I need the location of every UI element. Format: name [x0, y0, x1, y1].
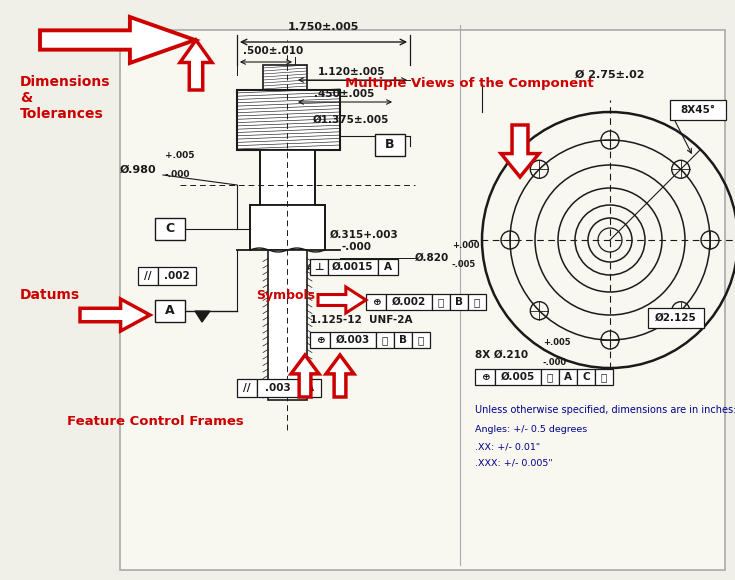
Text: Ø.002: Ø.002 [392, 297, 426, 307]
Text: ⊥: ⊥ [315, 262, 323, 272]
Bar [260, 150, 315, 205]
Text: ⊕: ⊕ [372, 297, 381, 307]
Bar [559, 369, 577, 385]
Bar [257, 379, 299, 397]
Text: 8X45°: 8X45° [681, 105, 715, 115]
Bar [120, 30, 725, 570]
Bar [237, 379, 257, 397]
Bar [541, 369, 559, 385]
Bar [378, 259, 398, 275]
Text: Angles: +/- 0.5 degrees: Angles: +/- 0.5 degrees [475, 425, 587, 434]
Text: Ø2.125: Ø2.125 [655, 313, 697, 323]
Text: +.005: +.005 [165, 151, 195, 160]
Text: Unless otherwise specified, dimensions are in inches:: Unless otherwise specified, dimensions a… [475, 405, 735, 415]
Text: Ø.003: Ø.003 [336, 335, 370, 345]
Text: .003: .003 [265, 383, 291, 393]
Text: 1.120±.005: 1.120±.005 [318, 67, 386, 77]
Text: -.000: -.000 [342, 242, 372, 252]
Bar [394, 332, 412, 348]
Bar [366, 294, 386, 310]
Text: A: A [564, 372, 572, 382]
Polygon shape [180, 40, 212, 90]
Text: Ø.315+.003: Ø.315+.003 [330, 230, 399, 240]
Text: 8X Ø.210: 8X Ø.210 [475, 350, 528, 360]
Text: 1.750±.005: 1.750±.005 [287, 22, 359, 32]
Text: A: A [165, 304, 175, 317]
Text: Feature Control Frames: Feature Control Frames [67, 415, 243, 428]
Bar [250, 205, 325, 250]
Text: .002: .002 [164, 271, 190, 281]
Text: +.000: +.000 [452, 241, 479, 250]
Text: ⊕: ⊕ [315, 335, 324, 345]
Bar [648, 308, 704, 328]
Polygon shape [195, 311, 210, 322]
Text: -.005: -.005 [452, 260, 476, 269]
Text: .XXX: +/- 0.005": .XXX: +/- 0.005" [475, 459, 553, 468]
Text: B: B [385, 139, 395, 151]
Text: B: B [399, 335, 407, 345]
Text: +.005: +.005 [543, 338, 570, 347]
Bar [450, 294, 468, 310]
Text: Symbols: Symbols [256, 288, 315, 302]
Text: -.000: -.000 [165, 170, 190, 179]
Text: 1.125-12  UNF-2A: 1.125-12 UNF-2A [310, 315, 412, 325]
Bar [468, 294, 486, 310]
Bar [330, 332, 376, 348]
Text: Ⓜ: Ⓜ [438, 297, 444, 307]
Bar [670, 100, 726, 120]
Text: A: A [384, 262, 392, 272]
Text: Multiple Views of the Component: Multiple Views of the Component [345, 77, 594, 90]
Polygon shape [501, 125, 539, 177]
Text: ⊕: ⊕ [481, 372, 490, 382]
Polygon shape [80, 299, 150, 331]
Text: //: // [243, 383, 251, 393]
Bar [495, 369, 541, 385]
Polygon shape [40, 17, 195, 63]
Text: //: // [144, 271, 151, 281]
Text: Ø.980: Ø.980 [120, 165, 157, 175]
Bar [268, 250, 307, 400]
Text: Ø.820: Ø.820 [415, 253, 449, 263]
Bar [263, 65, 307, 90]
Polygon shape [291, 355, 319, 397]
Text: C: C [165, 223, 174, 235]
Text: -.000: -.000 [543, 358, 567, 367]
Bar [595, 369, 613, 385]
Bar [376, 332, 394, 348]
Text: Ø 2.75±.02: Ø 2.75±.02 [576, 70, 645, 80]
Text: Ⓜ: Ⓜ [547, 372, 553, 382]
Bar [375, 134, 405, 156]
Text: B: B [455, 297, 463, 307]
Text: Datums: Datums [20, 288, 80, 302]
Text: .450±.005: .450±.005 [314, 89, 374, 99]
Bar [237, 90, 340, 150]
Bar [432, 294, 450, 310]
Polygon shape [326, 355, 354, 397]
Bar [158, 267, 196, 285]
Text: Ⓜ: Ⓜ [474, 297, 480, 307]
Bar [310, 332, 330, 348]
Text: Ⓜ: Ⓜ [418, 335, 424, 345]
Bar [310, 259, 328, 275]
Text: A: A [306, 383, 314, 393]
Text: Ø1.375±.005: Ø1.375±.005 [313, 115, 390, 125]
Text: .XX: +/- 0.01": .XX: +/- 0.01" [475, 442, 540, 451]
Text: Dimensions
&
Tolerances: Dimensions & Tolerances [20, 75, 110, 121]
Bar [328, 259, 378, 275]
Text: Ø.0015: Ø.0015 [332, 262, 374, 272]
Bar [138, 267, 158, 285]
Bar [386, 294, 432, 310]
Text: .500±.010: .500±.010 [243, 46, 304, 56]
Bar [577, 369, 595, 385]
Text: Ⓜ: Ⓜ [382, 335, 388, 345]
Text: Ø.005: Ø.005 [501, 372, 535, 382]
Bar [155, 218, 185, 240]
Polygon shape [318, 287, 366, 313]
Bar [475, 369, 495, 385]
Text: C: C [582, 372, 589, 382]
Bar [155, 300, 185, 322]
Text: Ⓜ: Ⓜ [601, 372, 607, 382]
Bar [299, 379, 321, 397]
Bar [412, 332, 430, 348]
